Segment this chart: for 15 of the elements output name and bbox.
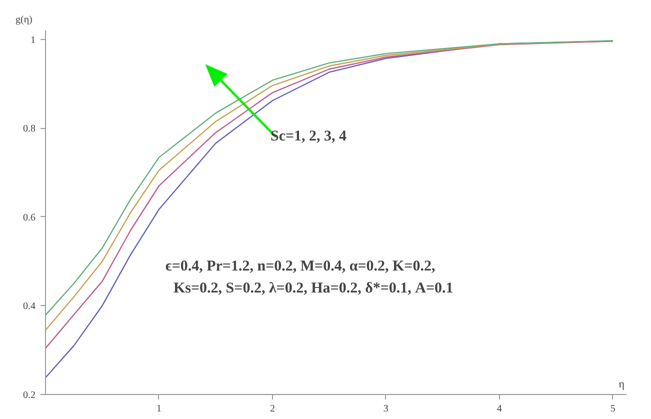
- x-axis-title: η: [618, 378, 625, 390]
- y-tick-label: 0.8: [23, 124, 36, 135]
- y-tick-label: 0.6: [23, 212, 36, 224]
- x-tick-label: 5: [610, 404, 616, 414]
- y-tick-label: 1: [30, 34, 36, 46]
- x-tick-label: 1: [156, 404, 162, 414]
- annotation: Ks=0.2, S=0.2, λ=0.2, Ha=0.2, δ*=0.1, A=0.1: [174, 280, 454, 296]
- annotation: Sc=1, 2, 3, 4: [270, 128, 348, 144]
- y-tick-label: 0.4: [23, 301, 36, 312]
- annotation: ϵ=0.4, Pr=1.2, n=0.2, M=0.4, α=0.2, K=0.2,: [166, 258, 436, 274]
- y-axis-title: g(η): [16, 14, 32, 26]
- x-tick-label: 2: [270, 404, 275, 414]
- x-tick-label: 3: [383, 404, 388, 414]
- y-tick-label: 0.2: [23, 390, 36, 401]
- x-tick-label: 4: [496, 404, 502, 414]
